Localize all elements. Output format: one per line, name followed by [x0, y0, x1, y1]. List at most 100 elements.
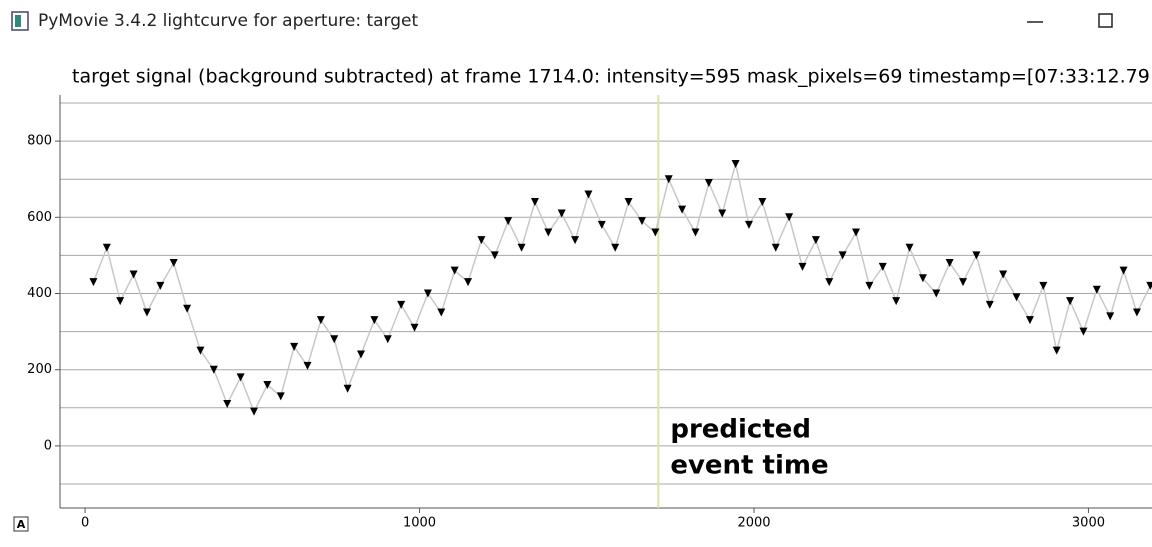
data-point [878, 262, 887, 271]
data-point [357, 350, 366, 359]
data-point [116, 297, 125, 306]
data-point [290, 342, 299, 351]
plot-area: 0 200 400 600 800 0 1000 2000 3000 predicted event… [27, 95, 1152, 531]
x-tick-label: 2000 [737, 516, 770, 531]
data-point [1106, 312, 1115, 321]
data-point [343, 384, 352, 393]
x-tick-label: 1000 [403, 516, 436, 531]
data-point [678, 205, 687, 214]
data-point [437, 308, 446, 317]
data-point [1012, 293, 1021, 302]
data-point [959, 278, 968, 287]
data-point [183, 304, 192, 313]
data-point [865, 281, 874, 290]
data-point [517, 243, 526, 252]
data-point [571, 236, 580, 245]
data-point [1092, 285, 1101, 294]
window-title: PyMovie 3.4.2 lightcurve for aperture: t… [38, 11, 419, 31]
data-point [811, 236, 820, 245]
data-point [530, 198, 539, 207]
app-icon-inner [15, 15, 21, 27]
data-point [932, 289, 941, 298]
data-point [664, 175, 673, 184]
data-point [852, 228, 861, 237]
x-tick-label: 3000 [1072, 516, 1105, 531]
event-label: event time [670, 451, 828, 481]
y-tick-label: 200 [27, 362, 52, 377]
data-point [718, 209, 727, 218]
data-point [223, 399, 232, 408]
data-point [383, 335, 392, 344]
data-point [423, 289, 432, 298]
data-point [1039, 281, 1048, 290]
data-point [249, 407, 258, 416]
data-point [611, 243, 620, 252]
data-point [744, 220, 753, 229]
data-point [771, 243, 780, 252]
data-point [490, 251, 499, 260]
data-point [584, 190, 593, 199]
data-point [410, 323, 419, 332]
y-tick-label: 800 [27, 134, 52, 149]
data-point [89, 278, 98, 287]
data-point [1146, 281, 1152, 290]
data-point [838, 251, 847, 260]
data-point [637, 217, 646, 226]
y-tick-label: 400 [27, 286, 52, 301]
auto-range-button[interactable] [13, 516, 29, 532]
auto-range-icon: A [17, 518, 26, 531]
data-point [156, 281, 165, 290]
data-point [1119, 266, 1128, 275]
data-point [330, 335, 339, 344]
data-point [985, 300, 994, 309]
data-point [263, 380, 272, 389]
data-point [999, 270, 1008, 279]
data-point [758, 198, 767, 207]
data-point [316, 316, 325, 325]
chart-title: target signal (background subtracted) at… [72, 66, 1150, 88]
x-tick-label: 0 [81, 516, 89, 531]
data-point [1052, 346, 1061, 355]
data-point [477, 236, 486, 245]
data-point [731, 159, 740, 168]
data-point [464, 278, 473, 287]
data-point [303, 361, 312, 370]
data-point [557, 209, 566, 218]
data-point [129, 270, 138, 279]
data-point [825, 278, 834, 287]
data-point [236, 373, 245, 382]
data-point [1066, 297, 1075, 306]
data-point [1079, 327, 1088, 336]
data-point [945, 259, 954, 268]
data-point [918, 274, 927, 283]
data-point [972, 251, 981, 260]
data-point [544, 228, 553, 237]
data-point [276, 392, 285, 401]
data-point [102, 243, 111, 252]
data-point [651, 228, 660, 237]
data-point [704, 179, 713, 188]
data-point [504, 217, 513, 226]
data-point [624, 198, 633, 207]
data-point [169, 259, 178, 268]
y-tick-label: 600 [27, 210, 52, 225]
data-point [142, 308, 151, 317]
data-point [450, 266, 459, 275]
data-point [397, 300, 406, 309]
data-point [691, 228, 700, 237]
data-point [597, 220, 606, 229]
data-point [785, 213, 794, 222]
maximize-button[interactable] [1098, 13, 1113, 28]
data-point [1132, 308, 1141, 317]
data-point [892, 297, 901, 306]
data-point [798, 262, 807, 271]
data-point [209, 365, 218, 374]
data-point [1025, 316, 1034, 325]
data-point [196, 346, 205, 355]
signal-line [92, 163, 1152, 414]
event-label: predicted [670, 415, 811, 445]
y-tick-label: 0 [44, 438, 52, 453]
